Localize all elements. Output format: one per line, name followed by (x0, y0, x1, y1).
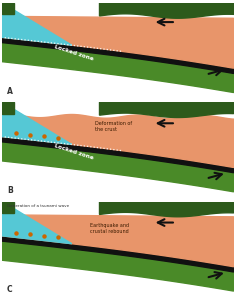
Polygon shape (2, 241, 234, 291)
Polygon shape (2, 16, 234, 68)
Polygon shape (2, 236, 234, 272)
Polygon shape (2, 114, 234, 167)
Polygon shape (2, 142, 234, 192)
Polygon shape (2, 136, 234, 173)
Text: Earthquake and
crustal rebound: Earthquake and crustal rebound (90, 223, 129, 234)
Polygon shape (100, 102, 234, 118)
Text: Locked zone: Locked zone (53, 44, 94, 61)
Polygon shape (2, 202, 72, 244)
Polygon shape (2, 202, 14, 213)
Polygon shape (2, 38, 234, 74)
Text: Locked zone: Locked zone (53, 143, 94, 161)
Text: A: A (7, 87, 13, 96)
Polygon shape (2, 3, 72, 45)
Polygon shape (2, 102, 72, 144)
Text: Generation of a tsunami wave: Generation of a tsunami wave (7, 204, 69, 208)
Polygon shape (2, 215, 234, 267)
Polygon shape (2, 102, 14, 114)
Text: C: C (7, 285, 13, 294)
Polygon shape (100, 3, 234, 18)
Polygon shape (2, 3, 14, 14)
Polygon shape (100, 202, 234, 217)
Polygon shape (2, 43, 234, 92)
Text: Deformation of
the crust: Deformation of the crust (95, 121, 132, 131)
Text: B: B (7, 186, 13, 195)
